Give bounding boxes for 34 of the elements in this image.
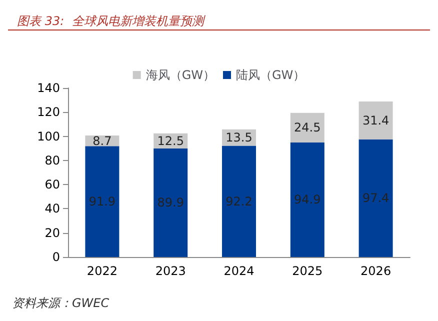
y-tick-label: 60: [44, 178, 60, 192]
data-label: 94.9: [294, 192, 321, 207]
data-label: 92.2: [226, 194, 252, 208]
data-label: 91.9: [88, 194, 116, 209]
legend-label: 陆风（GW）: [236, 68, 306, 82]
bar: [290, 112, 324, 142]
y-tick-label: 120: [37, 105, 60, 120]
x-tick-label: 2026: [360, 264, 392, 278]
bar: [358, 102, 393, 140]
bar: [358, 139, 393, 257]
data-label: 24.5: [294, 120, 321, 135]
legend-label: 海风（GW）: [146, 68, 216, 82]
x-tick-label: 2022: [86, 264, 118, 278]
text: 资料来源：GWEC: [12, 296, 110, 310]
bar: [85, 146, 120, 257]
bar: [154, 148, 188, 257]
x-tick-label: 2024: [224, 264, 254, 278]
x-tick-label: 2023: [155, 264, 186, 278]
y-tick-label: 140: [37, 81, 60, 95]
data-label: 12.5: [157, 134, 184, 148]
data-label: 8.7: [92, 134, 112, 148]
chart-title: 图表 33: 全球风电新增装机量预测: [17, 14, 206, 28]
y-tick-label: 0: [52, 250, 60, 264]
x-tick-label: 2025: [292, 264, 323, 278]
data-label: 89.9: [157, 196, 184, 210]
data-label: 31.4: [362, 113, 390, 128]
y-tick-label: 20: [44, 226, 60, 240]
y-tick-label: 100: [37, 129, 60, 144]
bar: [222, 146, 256, 257]
bar: [290, 142, 324, 257]
y-tick-label: 80: [44, 153, 60, 168]
data-label: 97.4: [362, 191, 390, 206]
data-label: 13.5: [226, 130, 252, 145]
y-tick-label: 40: [44, 202, 60, 216]
